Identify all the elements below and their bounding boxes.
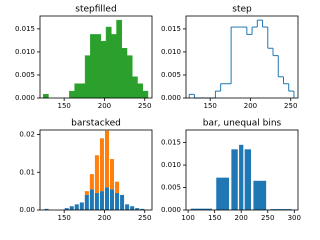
bar xyxy=(239,144,244,210)
bar xyxy=(99,138,104,192)
bar xyxy=(115,193,120,210)
bar xyxy=(216,177,229,210)
axes-frame xyxy=(39,15,153,99)
bar xyxy=(69,206,74,210)
bar xyxy=(84,55,91,99)
bar xyxy=(130,206,135,210)
bar xyxy=(132,76,138,99)
bar xyxy=(140,208,145,210)
bar xyxy=(111,34,117,99)
bar xyxy=(74,83,81,99)
y-tick-label: 0.010 xyxy=(161,161,181,169)
bar xyxy=(79,202,84,210)
bar xyxy=(79,83,86,99)
x-tick-label: 150 xyxy=(57,214,70,222)
bar xyxy=(135,208,140,210)
y-tick-label: 0.000 xyxy=(161,94,181,102)
bar xyxy=(190,208,213,210)
x-tick-label: 200 xyxy=(244,102,257,110)
x-tick-label: 250 xyxy=(261,214,274,222)
y-tick-label: 0.010 xyxy=(15,48,35,56)
bar xyxy=(110,159,115,190)
bar xyxy=(90,34,96,99)
bar xyxy=(244,149,252,210)
bar xyxy=(44,208,49,210)
bar xyxy=(94,193,99,210)
bar xyxy=(110,189,115,210)
bar xyxy=(270,209,292,210)
bar xyxy=(69,90,75,99)
bar xyxy=(42,94,49,99)
bar xyxy=(104,130,109,188)
x-tick-label: 300 xyxy=(288,214,301,222)
bar xyxy=(137,83,143,99)
bar xyxy=(120,194,125,210)
chart-title: step xyxy=(232,5,252,15)
axes-frame xyxy=(185,15,299,99)
bar xyxy=(100,41,107,99)
chart-title: stepfilled xyxy=(75,5,116,15)
y-tick-label: 0.005 xyxy=(15,71,35,79)
chart-title: bar, unequal bins xyxy=(203,119,282,129)
x-tick-label: 150 xyxy=(208,214,221,222)
bar xyxy=(99,191,104,210)
x-tick-label: 150 xyxy=(203,102,216,110)
x-tick-label: 150 xyxy=(57,102,70,110)
bar xyxy=(115,181,120,194)
bar xyxy=(64,208,69,210)
x-tick-label: 200 xyxy=(98,102,111,110)
x-tick-label: 200 xyxy=(98,214,111,222)
bar xyxy=(84,191,89,195)
bar xyxy=(231,149,238,210)
x-tick-label: 250 xyxy=(138,214,151,222)
y-tick-label: 0.005 xyxy=(161,71,181,79)
y-tick-label: 0.015 xyxy=(15,25,35,33)
y-tick-label: 0.005 xyxy=(161,184,181,192)
axes-frame xyxy=(185,129,299,211)
y-tick-label: 0.000 xyxy=(15,94,35,102)
bar xyxy=(104,187,109,210)
x-tick-label: 250 xyxy=(284,102,297,110)
y-tick-label: 0.015 xyxy=(161,139,181,147)
bar xyxy=(89,174,94,190)
bar xyxy=(74,204,79,210)
y-tick-label: 0.015 xyxy=(161,25,181,33)
bar xyxy=(95,34,102,99)
y-tick-label: 0.010 xyxy=(161,48,181,56)
figure: stepfilled 150 200 250 0.000 0.005 0.010 0.015 s… xyxy=(15,5,301,223)
bar xyxy=(142,90,149,99)
bar xyxy=(105,26,112,99)
bar xyxy=(84,194,89,210)
y-tick-label: 0.02 xyxy=(19,131,35,139)
y-tick-label: 0.00 xyxy=(19,206,35,214)
x-tick-label: 100 xyxy=(181,214,194,222)
bar xyxy=(253,180,267,210)
x-tick-label: 250 xyxy=(138,102,151,110)
x-tick-label: 200 xyxy=(235,214,248,222)
y-tick-label: 0.01 xyxy=(19,168,35,176)
bar xyxy=(121,47,128,99)
bar xyxy=(94,155,99,194)
chart-title: barstacked xyxy=(71,119,121,129)
bar xyxy=(116,19,123,99)
bar xyxy=(89,189,94,210)
bar xyxy=(125,204,130,210)
bar xyxy=(126,55,133,99)
axes-frame xyxy=(39,129,153,211)
y-tick-label: 0.000 xyxy=(161,206,181,214)
